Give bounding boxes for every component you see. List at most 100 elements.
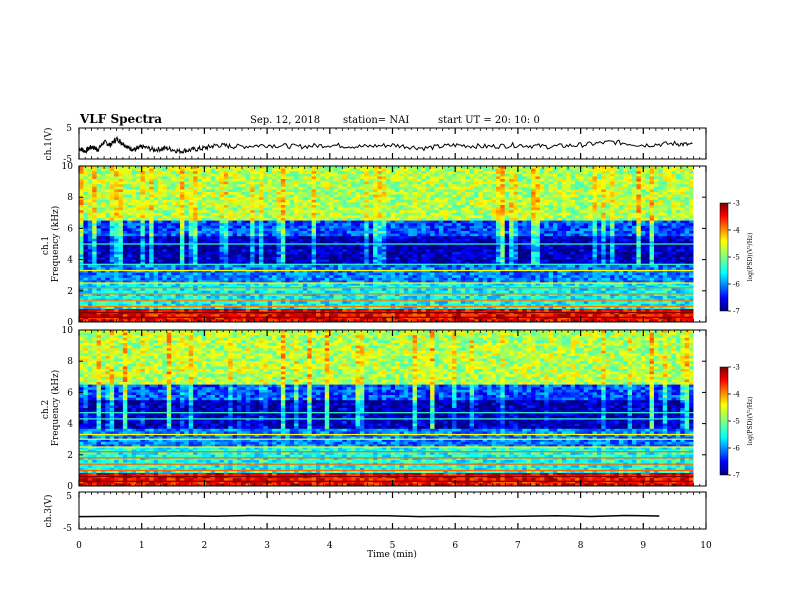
- spectrogram-cell: [395, 205, 400, 208]
- spectrogram-cell: [491, 168, 497, 172]
- spectrogram-cell: [588, 218, 593, 221]
- spectrogram-cell: [517, 238, 523, 242]
- spectrogram-cell: [188, 238, 194, 242]
- spectrogram-cell: [127, 210, 133, 214]
- spectrogram-cell: [289, 184, 295, 188]
- spectrogram-cell: [228, 179, 234, 182]
- spectrogram-cell: [158, 184, 163, 188]
- spectrogram-cell: [289, 176, 295, 180]
- spectrogram-cell: [487, 215, 492, 219]
- spectrogram-cell: [228, 233, 234, 237]
- spectrogram-cell: [302, 205, 308, 208]
- spectrogram-cell: [131, 251, 137, 255]
- spectrogram-cell: [517, 210, 523, 214]
- spectrogram-cell: [689, 171, 694, 175]
- spectrogram-cell: [351, 215, 356, 219]
- spectrogram-cell: [83, 254, 89, 258]
- spectrogram-cell: [610, 181, 615, 185]
- spectrogram-cell: [517, 254, 523, 258]
- spectrogram-cell: [465, 179, 471, 182]
- spectrogram-cell: [640, 205, 646, 208]
- spectrogram-cell: [197, 215, 203, 219]
- spectrogram-cell: [482, 173, 488, 177]
- spectrogram-cell: [399, 244, 405, 247]
- spectrogram-cell: [228, 251, 234, 255]
- spectrogram-cell: [574, 225, 580, 229]
- spectrogram-cell: [539, 254, 545, 258]
- spectrogram-cell: [346, 223, 352, 227]
- spectrogram-cell: [500, 202, 506, 206]
- spectrogram-cell: [482, 194, 488, 198]
- spectrogram-cell: [570, 218, 576, 221]
- spectrogram-cell: [364, 249, 370, 253]
- spectrogram-cell: [570, 168, 576, 172]
- spectrogram-cell: [438, 236, 444, 240]
- spectrogram-cell: [307, 257, 313, 260]
- spectrogram-cell: [526, 223, 532, 227]
- spectrogram-cell: [482, 212, 488, 216]
- spectrogram-cell: [474, 241, 479, 245]
- spectrogram-cell: [368, 173, 374, 177]
- spectrogram-cell: [425, 215, 431, 219]
- spectrogram-cell: [184, 249, 190, 253]
- spectrogram-cell: [109, 179, 115, 182]
- spectrogram-cell: [482, 197, 488, 201]
- spectrogram-cell: [592, 215, 598, 219]
- spectrogram-cell: [250, 171, 255, 175]
- spectrogram-cell: [127, 205, 133, 208]
- spectrogram-cell: [267, 238, 273, 242]
- spectrogram-cell: [140, 210, 146, 214]
- spectrogram-cell: [302, 197, 308, 201]
- spectrogram-cell: [311, 179, 317, 182]
- spectrogram-cell: [588, 244, 593, 247]
- spectrogram-cell: [210, 231, 216, 234]
- spectrogram-cell: [522, 225, 528, 229]
- spectrogram-cell: [623, 192, 629, 195]
- spectrogram-cell: [645, 166, 650, 169]
- spectrogram-cell: [408, 249, 413, 253]
- spectrogram-cell: [109, 231, 115, 234]
- spectrogram-cell: [254, 189, 260, 193]
- spectrogram-cell: [592, 238, 598, 242]
- spectrogram-cell: [289, 205, 295, 208]
- spectrogram-cell: [447, 173, 453, 177]
- spectrogram-cell: [329, 257, 334, 260]
- spectrogram-cell: [583, 189, 589, 193]
- spectrogram-cell: [280, 210, 286, 214]
- spectrogram-cell: [430, 231, 435, 234]
- spectrogram-cell: [342, 168, 348, 172]
- spectrogram-cell: [272, 251, 277, 255]
- spectrogram-cell: [228, 189, 234, 193]
- spectrogram-cell: [184, 184, 190, 188]
- spectrogram-cell: [136, 205, 141, 208]
- spectrogram-cell: [487, 184, 492, 188]
- spectrogram-cell: [289, 257, 295, 260]
- spectrogram-cell: [434, 241, 440, 245]
- spectrogram-cell: [100, 168, 106, 172]
- spectrogram-cell: [368, 231, 374, 234]
- spectrogram-cell: [684, 202, 690, 206]
- spectrogram-cell: [504, 231, 510, 234]
- spectrogram-cell: [632, 207, 637, 211]
- spectrogram-cell: [465, 249, 471, 253]
- spectrogram-cell: [158, 228, 163, 232]
- spectrogram-cell: [272, 257, 277, 260]
- spectrogram-cell: [285, 205, 291, 208]
- spectrogram-cell: [276, 225, 282, 229]
- spectrogram-cell: [311, 231, 317, 234]
- spectrogram-cell: [320, 184, 326, 188]
- spectrogram-cell: [289, 249, 295, 253]
- spectrogram-cell: [232, 251, 238, 255]
- spectrogram-cell: [390, 238, 396, 242]
- spectrogram-cell: [210, 189, 216, 193]
- spectrogram-cell: [632, 173, 637, 177]
- spectrogram-cell: [316, 199, 321, 203]
- spectrogram-cell: [469, 192, 475, 195]
- spectrogram-cell: [188, 197, 194, 201]
- spectrogram-cell: [614, 176, 620, 180]
- spectrogram-cell: [653, 194, 659, 198]
- spectrogram-cell: [416, 236, 422, 240]
- spectrogram-cell: [302, 246, 308, 250]
- spectrogram-cell: [482, 236, 488, 240]
- spectrogram-cell: [136, 246, 141, 250]
